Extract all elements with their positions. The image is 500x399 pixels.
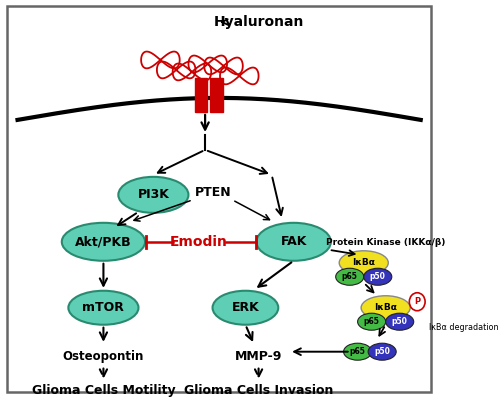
Text: Glioma Cells Motility: Glioma Cells Motility xyxy=(32,384,175,397)
Text: Emodin: Emodin xyxy=(170,235,228,249)
Ellipse shape xyxy=(256,223,331,261)
Text: p50: p50 xyxy=(370,272,386,281)
Text: PTEN: PTEN xyxy=(194,186,232,200)
Text: Osteopontin: Osteopontin xyxy=(62,350,144,363)
Text: p65: p65 xyxy=(364,317,380,326)
Text: Hyaluronan: Hyaluronan xyxy=(214,15,304,29)
Bar xyxy=(194,78,207,112)
Text: MMP-9: MMP-9 xyxy=(235,350,282,363)
Text: P: P xyxy=(414,297,420,306)
Ellipse shape xyxy=(386,313,413,330)
Ellipse shape xyxy=(339,251,388,275)
Text: ERK: ERK xyxy=(232,301,260,314)
Ellipse shape xyxy=(62,223,145,261)
Ellipse shape xyxy=(368,343,396,360)
Ellipse shape xyxy=(364,268,392,285)
Text: Glioma Cells Invasion: Glioma Cells Invasion xyxy=(184,384,334,397)
Ellipse shape xyxy=(361,296,410,320)
Ellipse shape xyxy=(68,291,138,325)
Bar xyxy=(210,78,222,112)
Text: p50: p50 xyxy=(374,347,390,356)
Circle shape xyxy=(410,293,425,311)
Ellipse shape xyxy=(344,343,371,360)
Text: p65: p65 xyxy=(350,347,366,356)
Text: p65: p65 xyxy=(342,272,357,281)
Text: IκBα: IκBα xyxy=(352,258,375,267)
Ellipse shape xyxy=(358,313,386,330)
Text: p50: p50 xyxy=(392,317,407,326)
Text: Akt/PKB: Akt/PKB xyxy=(75,235,132,248)
Text: FAK: FAK xyxy=(280,235,307,248)
Text: IκBα: IκBα xyxy=(374,303,397,312)
Text: mTOR: mTOR xyxy=(82,301,124,314)
Ellipse shape xyxy=(336,268,363,285)
Text: PI3K: PI3K xyxy=(138,188,170,201)
Ellipse shape xyxy=(212,291,278,325)
Text: Protein Kinase (IKKα/β): Protein Kinase (IKKα/β) xyxy=(326,238,446,247)
Text: IκBα degradation: IκBα degradation xyxy=(430,323,499,332)
Ellipse shape xyxy=(118,177,188,213)
